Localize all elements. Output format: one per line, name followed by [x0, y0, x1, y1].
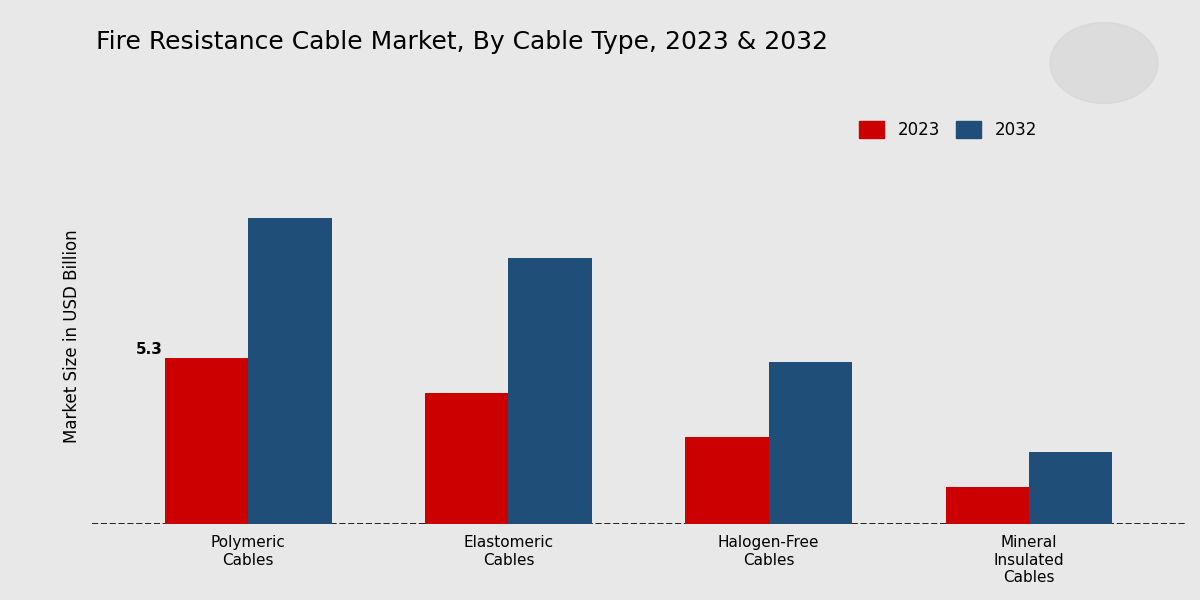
- Text: Fire Resistance Cable Market, By Cable Type, 2023 & 2032: Fire Resistance Cable Market, By Cable T…: [96, 30, 828, 54]
- Bar: [685, 437, 769, 524]
- Bar: [425, 393, 509, 524]
- Bar: [1028, 452, 1112, 524]
- Legend: 2023, 2032: 2023, 2032: [851, 112, 1045, 147]
- Bar: [769, 362, 852, 524]
- Bar: [164, 358, 248, 524]
- Bar: [946, 487, 1028, 524]
- Text: 5.3: 5.3: [136, 342, 163, 357]
- Y-axis label: Market Size in USD Billion: Market Size in USD Billion: [62, 230, 82, 443]
- Bar: [509, 259, 592, 524]
- Bar: [248, 218, 331, 524]
- Circle shape: [1050, 22, 1158, 103]
